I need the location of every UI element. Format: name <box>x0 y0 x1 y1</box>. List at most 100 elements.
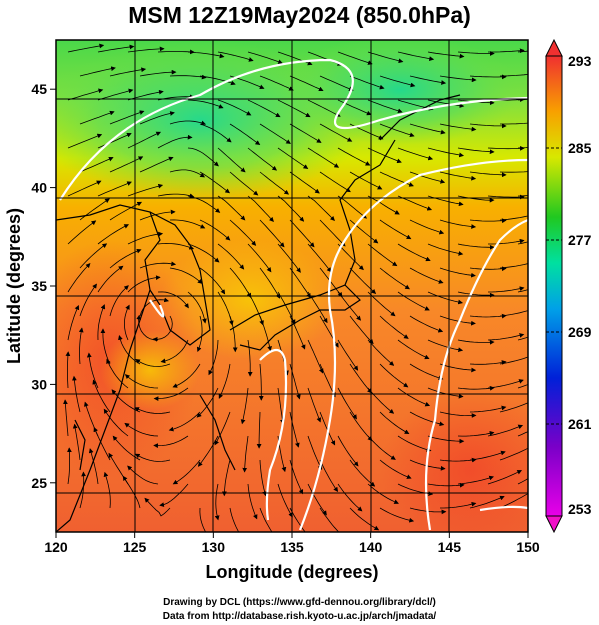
streamline <box>187 243 220 263</box>
streamline <box>88 448 99 485</box>
streamline <box>196 315 203 352</box>
streamline <box>103 471 111 509</box>
streamline <box>160 339 189 364</box>
streamline <box>229 267 252 299</box>
streamline <box>199 219 231 241</box>
streamline <box>307 99 341 117</box>
streamline <box>259 459 267 497</box>
streamline <box>319 411 336 446</box>
streamline <box>499 171 528 173</box>
streamline <box>97 224 130 245</box>
streamline <box>259 315 272 352</box>
streamline <box>277 195 305 222</box>
streamline <box>97 88 134 101</box>
streamline <box>409 75 447 85</box>
streamline <box>487 146 525 151</box>
y-axis: 25 30 35 40 45 <box>31 81 56 491</box>
x-tick-label: 120 <box>44 539 68 555</box>
streamline <box>277 51 313 66</box>
y-tick-label: 25 <box>31 475 47 491</box>
streamline <box>289 123 322 143</box>
streamline <box>214 411 231 446</box>
streamline <box>367 147 402 164</box>
streamline <box>517 195 528 197</box>
streamline <box>67 88 104 101</box>
streamline <box>409 315 444 333</box>
streamline <box>499 310 528 317</box>
streamline <box>488 286 525 293</box>
streamline <box>159 483 189 507</box>
streamline <box>169 267 203 284</box>
streamline <box>139 156 174 173</box>
x-axis-label: Longitude (degrees) <box>205 562 378 582</box>
streamline <box>109 110 145 125</box>
y-axis-label: Latitude (degrees) <box>4 208 24 364</box>
streamline <box>197 435 219 467</box>
streamline <box>157 49 195 55</box>
streamline <box>439 123 477 132</box>
streamline <box>67 447 72 485</box>
streamline <box>277 99 311 118</box>
streamline <box>247 51 283 65</box>
streamline <box>169 169 205 178</box>
streamline <box>488 48 525 54</box>
streamline <box>439 267 476 278</box>
streamline <box>218 363 231 399</box>
streamline <box>379 507 415 523</box>
streamline <box>67 263 91 293</box>
streamline <box>127 275 161 293</box>
streamline <box>409 267 444 284</box>
streamline <box>349 363 373 394</box>
streamline <box>367 195 400 215</box>
streamline <box>427 243 464 256</box>
streamline <box>499 402 528 413</box>
streamline <box>217 195 246 221</box>
streamline <box>157 193 195 199</box>
streamline <box>127 89 164 101</box>
streamline <box>319 75 354 91</box>
streamline <box>439 363 477 373</box>
streamline <box>427 339 464 353</box>
streamline <box>139 69 177 77</box>
streamline <box>457 430 495 437</box>
streamline <box>127 465 159 485</box>
streamline <box>397 339 430 360</box>
colorbar-ticks: 293 285 277 269 261 253 <box>546 53 592 517</box>
streamline <box>247 483 258 520</box>
y-tick-label: 30 <box>31 376 47 392</box>
streamline <box>214 483 220 521</box>
streamline <box>307 435 323 471</box>
streamline <box>144 497 171 517</box>
streamline <box>337 387 357 420</box>
streamline <box>199 123 232 143</box>
streamline <box>152 315 173 342</box>
credit-data: Data from http://database.rish.kyoto-u.a… <box>162 611 437 622</box>
streamline <box>487 194 525 200</box>
streamline <box>67 220 97 245</box>
streamline <box>349 171 383 190</box>
streamline <box>337 435 359 467</box>
streamline <box>427 99 465 108</box>
streamline <box>367 99 403 114</box>
streamline <box>127 231 164 245</box>
streamline <box>469 495 505 509</box>
streamline <box>367 243 398 267</box>
streamline <box>427 291 463 305</box>
streamline <box>208 339 219 376</box>
streamline <box>289 171 320 194</box>
streamline <box>469 171 507 178</box>
streamline <box>153 387 189 401</box>
streamline <box>97 132 132 149</box>
streamline <box>67 133 103 149</box>
streamline <box>109 156 144 173</box>
streamline <box>337 99 372 116</box>
streamline <box>67 304 80 341</box>
streamline <box>63 399 69 437</box>
streamline <box>397 243 431 262</box>
streamline <box>457 475 494 485</box>
streamline <box>172 363 201 388</box>
streamline <box>367 339 395 366</box>
streamline <box>367 435 396 460</box>
colorbar: 293 285 277 269 261 253 <box>545 38 592 534</box>
streamline <box>168 411 201 432</box>
